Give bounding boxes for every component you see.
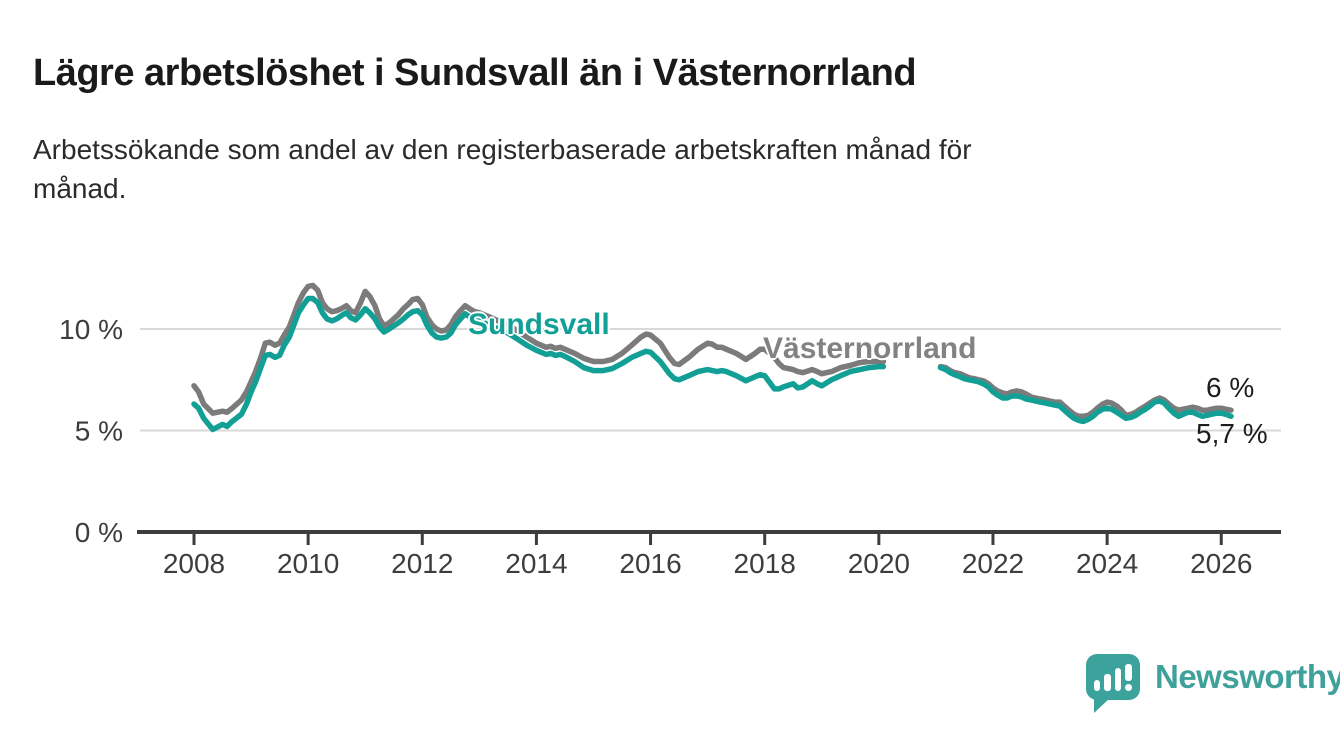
newsworthy-bubble-icon <box>1086 654 1140 713</box>
logo-bar-icon <box>1094 680 1101 691</box>
chart-line-sundsvall <box>191 295 887 433</box>
logo-bar-icon <box>1114 668 1121 691</box>
x-tick-label: 2008 <box>163 548 225 579</box>
x-tick-label: 2026 <box>1190 548 1252 579</box>
page-title: Lägre arbetslöshet i Sundsvall än i Väst… <box>33 52 917 95</box>
end-value-vasternorrland: 6 % <box>1206 372 1255 403</box>
series-label-sundsvall: Sundsvall <box>468 308 610 341</box>
x-tick-label: 2016 <box>619 548 681 579</box>
x-tick-label: 2022 <box>962 548 1024 579</box>
x-axis: 2008 2010 2012 2014 2016 2018 2020 2022 2024 2026 <box>137 530 1281 579</box>
y-tick-label: 0 % <box>75 517 123 548</box>
chart-line-sundsvall <box>937 364 1234 425</box>
logo-exclamation-icon <box>1124 664 1132 691</box>
y-tick-label: 5 % <box>75 416 123 447</box>
x-tick-label: 2020 <box>848 548 910 579</box>
chart-line-vasternorrland <box>191 282 887 416</box>
x-tick-label: 2014 <box>505 548 567 579</box>
subtitle-line-1: Arbetssökande som andel av den registerb… <box>33 134 972 165</box>
y-axis-labels: 0 % 5 % 10 % <box>59 314 123 548</box>
logo-bar-icon <box>1104 674 1111 691</box>
chart-subtitle: Arbetssökande som andel av den registerb… <box>33 130 972 208</box>
gridlines <box>140 328 1281 432</box>
series-lines <box>191 282 1234 433</box>
series-label-vasternorrland: Västernorrland <box>763 332 977 365</box>
x-tick-label: 2010 <box>277 548 339 579</box>
newsworthy-wordmark: Newsworthy <box>1155 658 1340 695</box>
y-tick-label: 10 % <box>59 314 123 345</box>
x-tick-label: 2024 <box>1076 548 1138 579</box>
end-value-sundsvall: 5,7 % <box>1196 418 1268 449</box>
chart-line-vasternorrland <box>937 363 1234 420</box>
x-tick-label: 2012 <box>391 548 453 579</box>
newsworthy-logo: Newsworthy <box>1086 654 1340 713</box>
x-tick-label: 2018 <box>734 548 796 579</box>
subtitle-line-2: månad. <box>33 173 127 205</box>
